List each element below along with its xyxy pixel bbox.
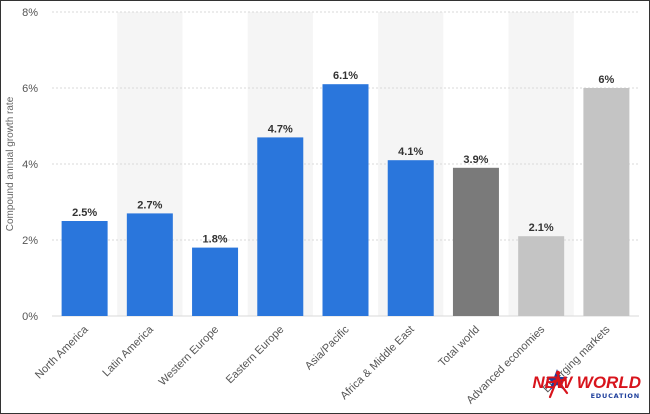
bar [518, 236, 565, 316]
bar [192, 247, 239, 316]
data-label: 6% [598, 74, 614, 86]
data-label: 3.9% [463, 154, 488, 166]
bar [322, 84, 369, 316]
data-label: 4.7% [268, 123, 293, 135]
category-label: Total world [436, 324, 482, 370]
bar [257, 137, 304, 316]
y-axis-label: Compound annual growth rate [5, 96, 16, 231]
y-tick-label: 0% [22, 311, 38, 323]
y-tick-label: 6% [22, 83, 38, 95]
category-label: Latin America [100, 323, 156, 379]
bar [126, 213, 173, 316]
y-tick-label: 2% [22, 235, 38, 247]
data-label: 2.5% [72, 207, 97, 219]
bar [583, 88, 630, 316]
category-label: Eastern Europe [224, 324, 287, 387]
y-tick-label: 8% [22, 7, 38, 19]
bar [452, 167, 499, 316]
data-label: 2.1% [529, 222, 554, 234]
data-label: 6.1% [333, 70, 358, 82]
y-tick-label: 4% [22, 159, 38, 171]
star-person-icon [546, 369, 569, 399]
category-label: Africa & Middle East [338, 324, 417, 403]
new-world-education-logo: NEW WORLD EDUCATION [532, 367, 641, 407]
bar [61, 221, 108, 316]
data-label: 1.8% [203, 234, 228, 246]
bar [387, 160, 434, 316]
category-label: Asia/Pacific [303, 323, 352, 372]
category-label: Western Europe [157, 324, 222, 389]
logo-sub-text: EDUCATION [590, 392, 640, 400]
data-label: 4.1% [398, 146, 423, 158]
data-label: 2.7% [137, 199, 162, 211]
category-label: North America [33, 323, 91, 381]
logo-main-text: NEW WORLD [532, 373, 641, 392]
